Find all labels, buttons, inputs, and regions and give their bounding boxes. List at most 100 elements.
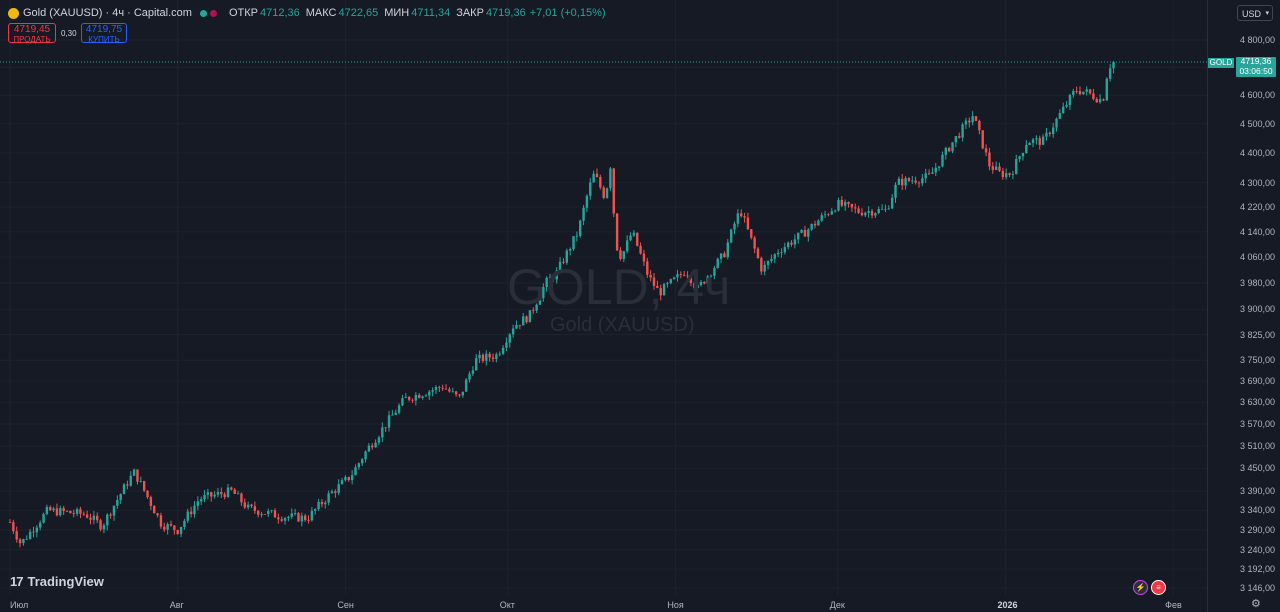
price-tick-label: 3 510,00: [1240, 440, 1276, 451]
candle-body: [126, 484, 129, 486]
candle-body: [538, 298, 542, 305]
candle-body: [354, 467, 357, 476]
candle-body: [941, 154, 944, 167]
sell-label: ПРОДАТЬ: [13, 35, 51, 44]
us-flag-icon[interactable]: ≡: [1151, 580, 1166, 595]
candle-body: [136, 469, 139, 482]
candle-body: [729, 229, 733, 243]
candle-body: [1068, 94, 1072, 106]
candle-body: [964, 120, 968, 125]
lightning-icon[interactable]: ⚡: [1133, 580, 1148, 595]
candle-body: [636, 232, 639, 246]
candlestick-chart[interactable]: [0, 0, 1207, 595]
time-tick-label: 2026: [997, 600, 1018, 610]
candle-body: [817, 220, 820, 226]
candle-body: [495, 354, 498, 360]
candle-body: [438, 387, 441, 388]
high-label: МАКС: [305, 7, 337, 19]
candle-body: [290, 513, 293, 517]
close-label: ЗАКР: [456, 7, 484, 19]
buy-label: КУПИТЬ: [88, 35, 120, 44]
candle-body: [911, 180, 914, 182]
candle-body: [609, 168, 612, 189]
candle-body: [810, 223, 813, 230]
candle-body: [458, 394, 461, 396]
candle-body: [59, 508, 62, 516]
candle-body: [277, 517, 280, 520]
candle-body: [629, 235, 632, 241]
candle-body: [1098, 99, 1102, 103]
candle-body: [163, 526, 166, 530]
time-tick-label: Ноя: [667, 600, 684, 610]
candle-body: [481, 354, 485, 361]
candle-body: [837, 199, 840, 211]
price-tick-label: 3 825,00: [1240, 329, 1276, 340]
candle-body: [800, 229, 803, 233]
candle-body: [813, 223, 817, 226]
candle-body: [753, 237, 756, 249]
buy-button[interactable]: 4719,75 КУПИТЬ: [81, 23, 127, 44]
candle-body: [565, 250, 568, 263]
candle-body: [193, 505, 196, 515]
candle-body: [558, 261, 562, 271]
candle-body: [109, 514, 112, 516]
candle-body: [535, 304, 538, 311]
candle-body: [82, 513, 85, 515]
candle-body: [327, 493, 330, 503]
candle-body: [582, 207, 585, 221]
candle-body: [1095, 98, 1098, 103]
open-label: ОТКР: [228, 7, 258, 19]
candle-body: [434, 387, 438, 391]
candle-body: [662, 284, 666, 296]
candle-body: [79, 509, 82, 514]
candle-body: [716, 258, 719, 269]
data-status-icon: [209, 9, 217, 17]
candle-body: [545, 277, 548, 287]
candle-body: [713, 268, 716, 276]
candle-body: [867, 211, 870, 213]
symbol-title[interactable]: Gold (XAUUSD) · 4ч · Capital.com: [23, 7, 192, 19]
candle-body: [260, 514, 263, 515]
currency-select[interactable]: USD ▾: [1237, 5, 1273, 21]
candle-body: [173, 525, 176, 531]
candle-body: [770, 258, 773, 262]
candle-body: [1015, 158, 1018, 175]
candle-body: [461, 391, 465, 396]
candle-body: [693, 283, 696, 288]
candle-body: [760, 258, 763, 272]
candle-body: [505, 342, 508, 348]
candle-body: [659, 288, 662, 296]
chart-area[interactable]: [0, 0, 1207, 595]
buy-price: 4719,75: [85, 24, 123, 35]
candle-body: [176, 530, 179, 534]
candle-body: [679, 274, 683, 275]
candle-body: [404, 396, 407, 398]
price-tick-label: 4 220,00: [1240, 202, 1276, 213]
candle-body: [652, 277, 656, 286]
price-tick-label: 3 980,00: [1240, 277, 1276, 288]
price-tick-label: 3 450,00: [1240, 463, 1276, 474]
candle-body: [112, 505, 116, 516]
candle-body: [391, 414, 394, 416]
candle-body: [236, 493, 240, 495]
candle-body: [243, 502, 246, 508]
candle-body: [334, 491, 337, 493]
candle-body: [592, 173, 595, 183]
sell-price: 4719,45: [13, 24, 51, 35]
price-tick-label: 4 500,00: [1240, 118, 1276, 129]
sell-button[interactable]: 4719,45 ПРОДАТЬ: [8, 23, 56, 44]
candle-body: [525, 316, 528, 323]
candle-body: [947, 147, 951, 152]
candle-body: [1004, 173, 1008, 177]
candle-body: [364, 451, 367, 460]
gear-icon[interactable]: ⚙: [1251, 598, 1261, 610]
candle-body: [1065, 105, 1068, 107]
candle-body: [28, 531, 32, 539]
candle-body: [1038, 138, 1041, 145]
candle-body: [12, 522, 15, 532]
candle-body: [102, 525, 106, 530]
tradingview-logo[interactable]: 17 TradingView: [10, 574, 104, 589]
symbol-watermark-subtitle: Gold (XAUUSD): [550, 314, 695, 336]
candle-body: [428, 391, 431, 396]
candle-body: [106, 514, 109, 526]
